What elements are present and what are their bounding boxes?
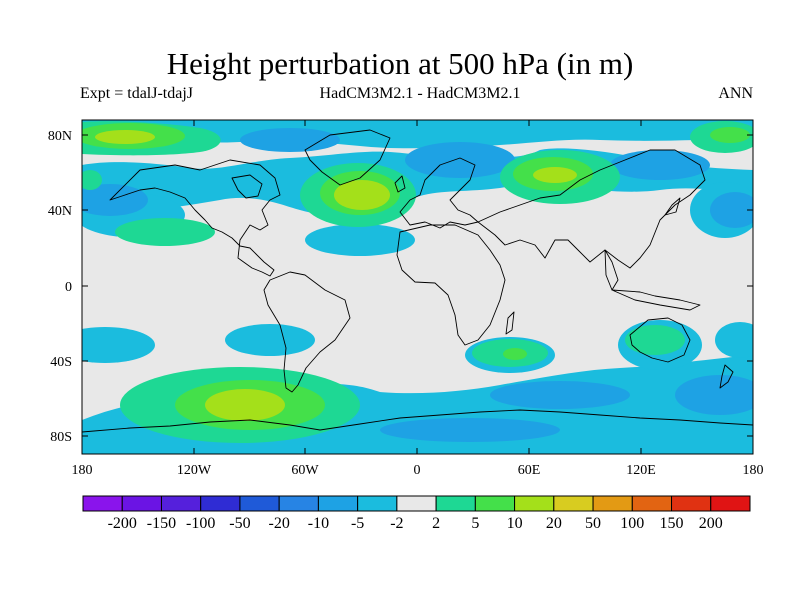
colorbar-swatch	[82, 495, 123, 512]
colorbar-swatch	[200, 495, 241, 512]
colorbar-label: 5	[471, 515, 479, 532]
colorbar-swatch	[710, 495, 751, 512]
blue-arctic	[240, 128, 340, 152]
colorbar-label: 10	[507, 515, 523, 532]
colorbar-swatch	[239, 495, 280, 512]
negative-blue-regions	[82, 128, 753, 442]
hudson-bay	[231, 174, 263, 199]
blue-greenland	[405, 142, 515, 178]
cyan-sw-pacific	[715, 322, 753, 358]
north-america-coast	[109, 159, 281, 277]
colorbar-label: 200	[699, 515, 723, 532]
colorbar-swatch	[514, 495, 555, 512]
lat-label: 80S	[50, 430, 72, 445]
colorbar-swatch	[671, 495, 712, 512]
blue-s-pacific	[675, 375, 753, 415]
colorbar-label: -100	[186, 515, 215, 532]
greenland	[304, 129, 391, 186]
lon-label: 120W	[177, 463, 212, 478]
africa-coast	[396, 224, 506, 346]
lat-label: 40S	[50, 355, 72, 370]
colorbar-swatch	[278, 495, 319, 512]
colorbar-label: -2	[390, 515, 403, 532]
plot-title: Height perturbation at 500 hPa (in m)	[166, 46, 634, 81]
colorbar-swatch	[435, 495, 476, 512]
colorbar-label: -200	[108, 515, 137, 532]
colorbar-label: -150	[147, 515, 176, 532]
cyan-atlantic-mid	[305, 224, 415, 256]
green-nw-pacific-edge	[82, 170, 102, 190]
season-label: ANN	[718, 85, 753, 102]
antarctica-coast	[82, 409, 753, 433]
australia-coast	[629, 317, 691, 363]
longitude-labels: 180 120W 60W 0 60E 120E 180	[72, 463, 764, 478]
asia-coast	[477, 149, 706, 269]
british-isles	[394, 175, 406, 193]
green-australia	[625, 325, 685, 355]
colorbar-label: -50	[229, 515, 250, 532]
lat-label: 40N	[48, 204, 72, 219]
colorbar-label: 50	[585, 515, 601, 532]
colorbar-swatch	[631, 495, 673, 512]
contour-field	[82, 120, 753, 454]
colorbar-swatch	[592, 495, 633, 512]
colorbar-label: 100	[620, 515, 644, 532]
colorbar-swatch	[396, 495, 437, 512]
colorbar-label: 150	[660, 515, 684, 532]
positive-yellowgreen-regions	[95, 130, 577, 421]
experiment-label: Expt = tdalJ-tdajJ	[80, 85, 194, 102]
blue-siberia	[610, 150, 710, 180]
lon-label: 120E	[626, 463, 656, 478]
colorbar-label: -20	[269, 515, 290, 532]
lon-label: 180	[743, 463, 764, 478]
blue-n-pacific	[82, 184, 148, 216]
lat-label: 0	[65, 280, 72, 295]
lon-label: 180	[72, 463, 93, 478]
south-america-coast	[263, 271, 351, 393]
colorbar-label: 2	[432, 515, 440, 532]
colorbar-swatch	[317, 495, 359, 512]
yellowgreen-central-asia	[533, 167, 577, 183]
new-zealand	[719, 364, 734, 389]
yellowgreen-north-atlantic	[334, 180, 390, 210]
cyan-south-america	[225, 324, 315, 356]
colorbar-swatch	[160, 495, 202, 512]
colorbar-swatch	[553, 495, 594, 512]
madagascar	[505, 311, 515, 335]
lon-label: 0	[414, 463, 421, 478]
blue-s-indian	[490, 381, 630, 409]
colorbar	[82, 495, 751, 512]
lon-label: 60W	[291, 463, 319, 478]
colorbar-label: -10	[308, 515, 329, 532]
europe-coast	[399, 157, 479, 229]
colorbar-label: -5	[351, 515, 364, 532]
colorbar-swatch	[121, 495, 162, 512]
green-north-america	[115, 218, 215, 246]
japan	[664, 197, 681, 216]
lon-label: 60E	[518, 463, 541, 478]
colorbar-label: 20	[546, 515, 562, 532]
colorbar-swatch	[474, 495, 516, 512]
yellowgreen-arctic-west	[95, 130, 155, 144]
blue-ne-pacific	[710, 192, 753, 228]
colorbar-labels: -200 -150 -100 -50 -20 -10 -5 -2 2 5 10 20 50 100 150 2…	[108, 515, 723, 532]
lat-label: 80N	[48, 129, 72, 144]
model-label: HadCM3M2.1 - HadCM3M2.1	[319, 85, 521, 102]
cyan-south-pacific	[82, 327, 155, 363]
lightgreen-s-indian	[503, 348, 527, 360]
axis-ticks	[81, 120, 754, 454]
indochina	[604, 249, 619, 291]
yellowgreen-south-pacific	[205, 389, 285, 421]
coastlines	[82, 129, 753, 433]
blue-antarctic	[380, 418, 560, 442]
maritime-continent	[611, 289, 701, 311]
latitude-labels: 80N 40N 0 40S 80S	[48, 129, 72, 445]
colorbar-swatch	[357, 495, 398, 512]
lightgreen-arctic-east	[710, 127, 750, 143]
